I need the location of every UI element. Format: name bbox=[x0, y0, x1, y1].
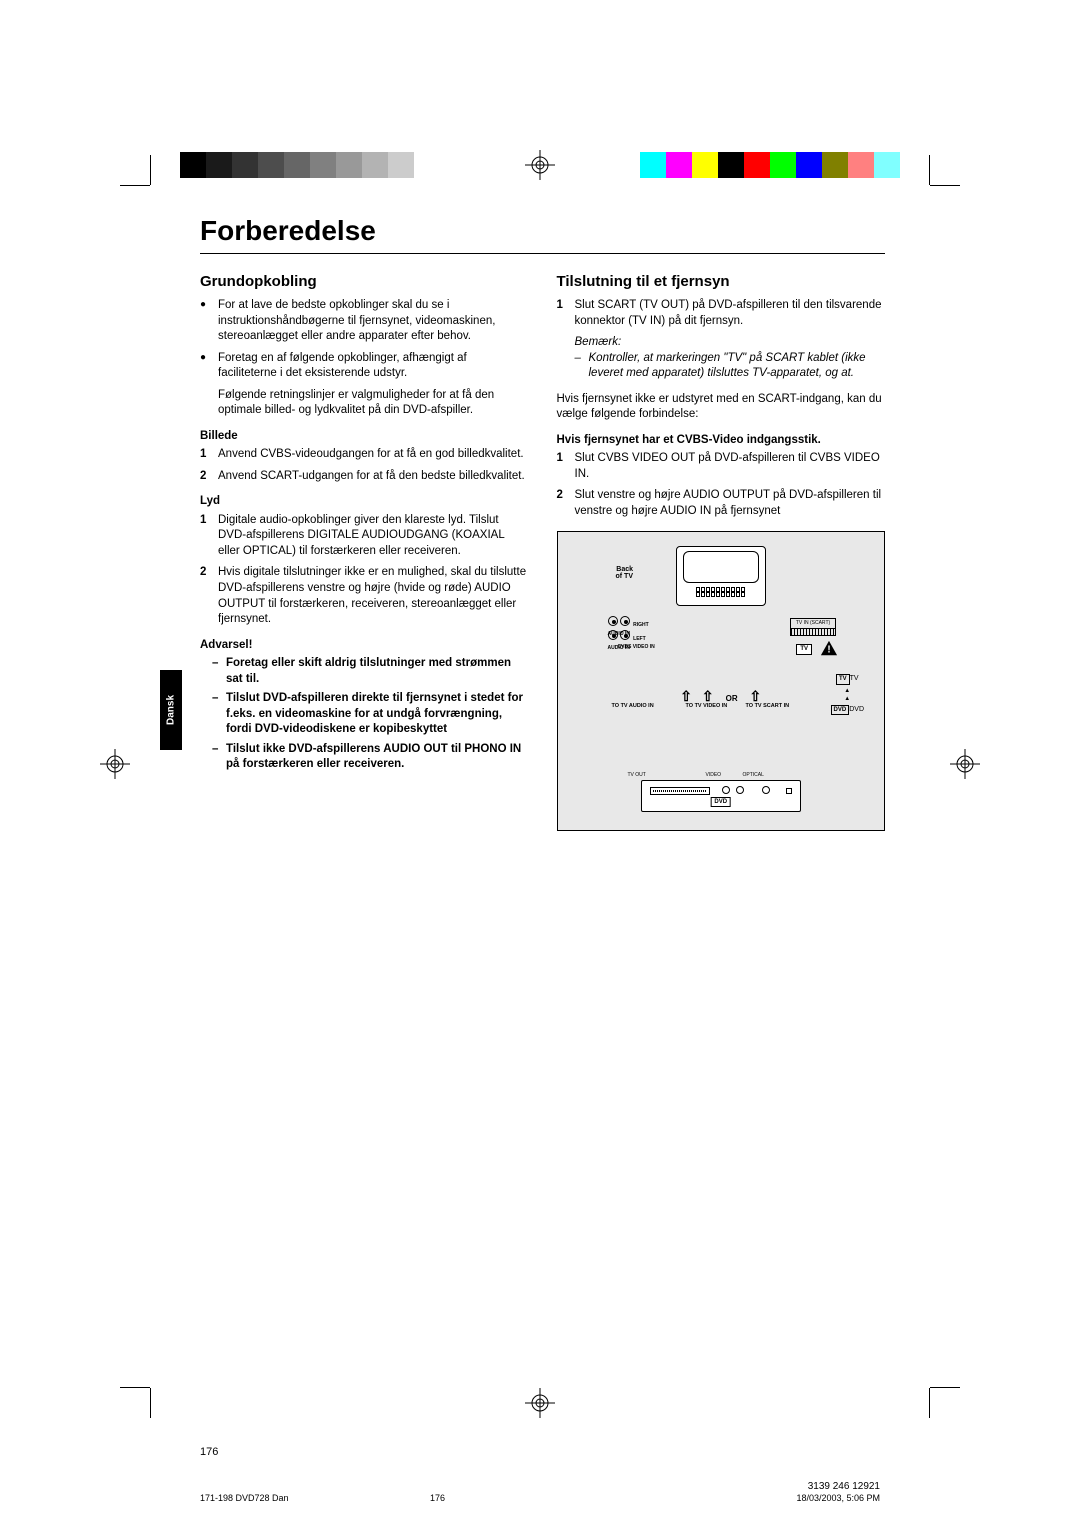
page-content: Forberedelse Grundopkobling For at lave … bbox=[200, 215, 885, 831]
warning-item: Foretag eller skift aldrig tilslutninger… bbox=[200, 656, 529, 687]
arrow-up-icon: ▲ bbox=[844, 688, 850, 694]
item-text: Anvend SCART-udgangen for at få den beds… bbox=[218, 470, 525, 482]
footer-code: 3139 246 12921 bbox=[808, 1481, 880, 1492]
numbered-item: 1 Slut SCART (TV OUT) på DVD-afspilleren … bbox=[557, 298, 886, 329]
diagram-side-labels: TVTV ▲▲ DVDDVD bbox=[831, 672, 864, 716]
right-column: Tilslutning til et fjernsyn 1 Slut SCART … bbox=[557, 272, 886, 831]
grayscale-calibration-bar bbox=[180, 152, 440, 178]
numbered-item: 1 Digitale audio-opkoblinger giver den kl… bbox=[200, 513, 529, 560]
title-rule bbox=[200, 253, 885, 254]
item-text: Slut venstre og højre AUDIO OUTPUT på DV… bbox=[575, 489, 882, 517]
left-column: Grundopkobling For at lave de bedste opk… bbox=[200, 272, 529, 831]
bullet-item: For at lave de bedste opkoblinger skal d… bbox=[200, 298, 529, 345]
item-text: Hvis digitale tilslutninger ikke er en m… bbox=[218, 566, 526, 625]
note-heading: Bemærk: bbox=[575, 335, 886, 351]
numbered-item: 1 Slut CVBS VIDEO OUT på DVD-afspilleren … bbox=[557, 451, 886, 482]
bullet-item: Foretag en af følgende opkoblinger, afhæ… bbox=[200, 351, 529, 382]
color-calibration-bar bbox=[640, 152, 900, 178]
dvd-badge: DVD bbox=[710, 797, 731, 807]
cable-label-audio: TO TV AUDIO IN bbox=[612, 704, 654, 710]
numbered-item: 1 Anvend CVBS-videoudgangen for at få en … bbox=[200, 447, 529, 463]
tv-badge: TV bbox=[836, 674, 850, 684]
item-number: 1 bbox=[200, 447, 206, 463]
footer-page: 176 bbox=[430, 1493, 445, 1503]
warning-triangle-icon: ! bbox=[820, 640, 838, 656]
subheading-lyd: Lyd bbox=[200, 494, 529, 510]
paragraph: Hvis fjernsynet ikke er udstyret med en … bbox=[557, 392, 886, 423]
diagram-label-cvbs-in: CVBS VIDEO IN bbox=[618, 644, 655, 651]
item-number: 2 bbox=[557, 488, 563, 504]
item-number: 2 bbox=[200, 565, 206, 581]
footer-datetime: 18/03/2003, 5:06 PM bbox=[796, 1493, 880, 1503]
subheading-billede: Billede bbox=[200, 429, 529, 445]
note-block: Bemærk: Kontroller, at markeringen "TV" … bbox=[557, 335, 886, 382]
item-number: 1 bbox=[557, 451, 563, 467]
connection-diagram: Back of TV RIGHT AUDIO IN LEFT AUDIO IN … bbox=[557, 531, 886, 831]
arrow-up-icon: ⇧ bbox=[750, 688, 762, 704]
tv-icon bbox=[676, 546, 766, 606]
item-text: Digitale audio-opkoblinger giver den kla… bbox=[218, 514, 504, 557]
scart-connector-icon: TV IN (SCART) bbox=[790, 618, 836, 636]
diagram-label-optical: OPTICAL bbox=[743, 772, 764, 779]
warning-item: Tilslut ikke DVD-afspillerens AUDIO OUT … bbox=[200, 742, 529, 773]
language-tab: Dansk bbox=[160, 670, 182, 750]
section-heading-grundopkobling: Grundopkobling bbox=[200, 272, 529, 292]
item-number: 1 bbox=[200, 513, 206, 529]
paragraph: Følgende retningslinjer er valgmulighede… bbox=[200, 388, 529, 419]
registration-mark-icon bbox=[950, 749, 980, 779]
footer-filename: 171-198 DVD728 Dan bbox=[200, 1493, 289, 1503]
registration-mark-icon bbox=[100, 749, 130, 779]
note-item: Kontroller, at markeringen "TV" på SCART… bbox=[575, 351, 886, 382]
crop-marks-bottom bbox=[0, 1378, 1080, 1428]
dvd-badge: DVD bbox=[831, 705, 850, 715]
arrow-up-icon: ⇧ bbox=[680, 688, 692, 704]
diagram-label-tvout: TV OUT bbox=[628, 772, 646, 779]
item-text: Anvend CVBS-videoudgangen for at få en g… bbox=[218, 448, 524, 460]
dvd-player-icon: DVD bbox=[641, 780, 801, 812]
svg-text:!: ! bbox=[827, 645, 830, 656]
numbered-item: 2 Hvis digitale tilslutninger ikke er en … bbox=[200, 565, 529, 627]
cable-label-video: TO TV VIDEO IN bbox=[686, 704, 728, 710]
subheading-cvbs: Hvis fjernsynet har et CVBS-Video indgan… bbox=[557, 433, 886, 449]
page-title: Forberedelse bbox=[200, 215, 885, 247]
diagram-label-video: VIDEO bbox=[706, 772, 722, 779]
registration-mark-icon bbox=[525, 150, 555, 180]
warning-item: Tilslut DVD-afspilleren direkte til fjer… bbox=[200, 691, 529, 738]
page-number: 176 bbox=[200, 1446, 218, 1458]
section-heading-tilslutning: Tilslutning til et fjernsyn bbox=[557, 272, 886, 292]
item-number: 1 bbox=[557, 298, 563, 314]
numbered-item: 2 Anvend SCART-udgangen for at få den bed… bbox=[200, 469, 529, 485]
item-number: 2 bbox=[200, 469, 206, 485]
cable-label-scart: TO TV SCART IN bbox=[746, 704, 790, 710]
arrow-up-icon: ⇧ bbox=[702, 688, 714, 704]
numbered-item: 2 Slut venstre og højre AUDIO OUTPUT på D… bbox=[557, 488, 886, 519]
item-text: Slut CVBS VIDEO OUT på DVD-afspilleren t… bbox=[575, 452, 880, 480]
subheading-advarsel: Advarsel! bbox=[200, 638, 529, 654]
diagram-label-back-of-tv: Back of TV bbox=[616, 566, 634, 580]
or-label: OR bbox=[726, 694, 738, 703]
tv-badge: TV bbox=[796, 644, 812, 654]
item-text: Slut SCART (TV OUT) på DVD-afspilleren t… bbox=[575, 299, 882, 327]
